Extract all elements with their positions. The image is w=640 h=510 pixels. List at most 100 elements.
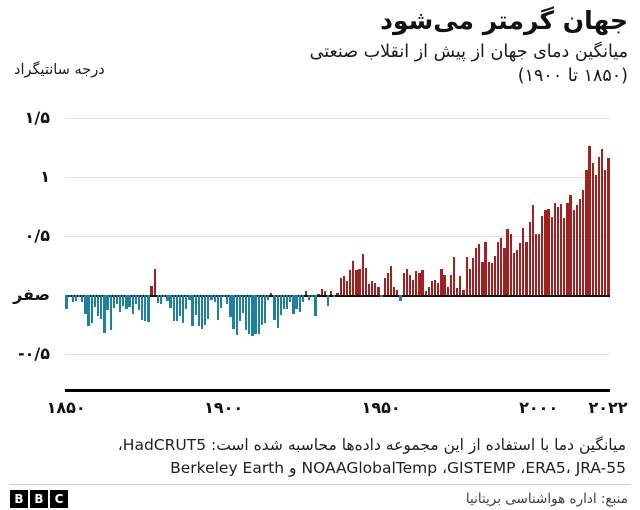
temperature-bar (358, 269, 361, 295)
temperature-bar (487, 261, 490, 295)
temperature-bar (405, 269, 408, 295)
temperature-bar (295, 295, 298, 310)
x-axis-tick-label: ۱۸۵۰ (46, 398, 86, 417)
temperature-bar (320, 289, 323, 295)
temperature-bar (71, 295, 74, 303)
temperature-bar (112, 295, 115, 308)
temperature-bar (137, 295, 141, 311)
temperature-bar (408, 274, 412, 295)
gridline (65, 236, 610, 237)
temperature-bar (515, 250, 519, 295)
temperature-bar (474, 247, 478, 295)
temperature-bar (311, 295, 314, 298)
x-axis-tick-label: ۲۰۰۰ (519, 398, 559, 417)
temperature-bar (118, 295, 122, 312)
temperature-bar (163, 295, 166, 298)
temperature-bar (560, 204, 563, 295)
source-attribution: منبع: اداره هواشناسی بریتانیا (465, 491, 628, 507)
temperature-bar (544, 210, 547, 295)
temperature-bar (282, 295, 286, 310)
temperature-bar (440, 269, 443, 295)
x-axis-tick-label: ۱۹۵۰ (361, 398, 401, 417)
temperature-bar (194, 295, 197, 316)
temperature-bar (547, 208, 550, 295)
temperature-bar (304, 291, 308, 295)
temperature-bar (443, 274, 446, 295)
temperature-bar (541, 215, 544, 295)
temperature-bar (106, 295, 109, 311)
temperature-bar (497, 241, 500, 295)
temperature-bar (396, 290, 399, 295)
temperature-bar (314, 295, 317, 317)
gridline (65, 118, 610, 119)
temperature-bar (200, 295, 204, 330)
temperature-bar (159, 295, 163, 305)
temperature-bar (317, 293, 320, 295)
temperature-bar (254, 295, 257, 334)
temperature-bar (245, 295, 248, 331)
temperature-bar (131, 295, 134, 314)
temperature-bar (144, 295, 147, 321)
temperature-bar (424, 291, 427, 295)
temperature-bar (537, 233, 541, 295)
temperature-bar (276, 295, 279, 329)
gridline (65, 354, 610, 355)
temperature-bar (326, 295, 330, 306)
temperature-bar (248, 295, 251, 334)
temperature-bar (182, 295, 185, 324)
x-axis-tick-labels: ۱۸۵۰ ۱۹۰۰ ۱۹۵۰ ۲۰۰۰ ۲۰۲۲ (47, 398, 628, 422)
temperature-bar (96, 295, 100, 317)
temperature-bar (471, 258, 475, 295)
footnote-line1: میانگین دما با استفاده از این مجموعه داد… (117, 436, 626, 454)
temperature-bar (500, 238, 503, 295)
temperature-bar (374, 283, 377, 295)
temperature-bar (226, 295, 229, 305)
zero-gridline (65, 295, 610, 297)
temperature-bar (84, 295, 87, 314)
temperature-bar (273, 295, 276, 320)
page-title: جهان گرمتر می‌شود (380, 6, 628, 35)
temperature-bar (600, 148, 604, 295)
y-axis-tick-label: ۰/۵ (24, 226, 50, 245)
temperature-bar (150, 285, 153, 295)
temperature-bar (364, 267, 367, 295)
footnote: میانگین دما با استفاده از این مجموعه داد… (14, 434, 626, 480)
temperature-bar (569, 194, 572, 295)
temperature-bar (519, 243, 522, 295)
temperature-bar (125, 295, 128, 310)
temperature-bar (383, 278, 386, 295)
temperature-bar (241, 295, 245, 313)
temperature-bar (292, 295, 295, 314)
temperature-bar (481, 261, 484, 295)
temperature-bar (446, 286, 449, 295)
temperature-bar (210, 295, 213, 300)
temperature-bar (597, 156, 601, 295)
temperature-bar (134, 295, 137, 305)
temperature-bar (578, 199, 582, 295)
temperature-bar (575, 205, 579, 295)
temperature-bar (175, 295, 178, 321)
temperature-bar (260, 295, 264, 325)
temperature-bar (582, 189, 585, 295)
temperature-bar (172, 295, 175, 321)
x-axis-tick-label: ۲۰۲۲ (588, 398, 628, 417)
temperature-bar (604, 169, 607, 295)
temperature-bar (415, 271, 418, 295)
temperature-bar (607, 158, 610, 295)
temperature-bar (270, 292, 273, 295)
temperature-bar (490, 263, 493, 295)
temperature-bar (563, 218, 566, 295)
temperature-bar (468, 269, 471, 295)
temperature-bar (128, 295, 131, 307)
temperature-bar (345, 280, 349, 295)
temperature-bar (380, 295, 383, 298)
temperature-bar (251, 295, 254, 337)
temperature-bar (185, 295, 188, 310)
footnote-line2: NOAAGlobalTemp ،GISTEMP ،ERA5، JRA-55 و … (170, 459, 626, 477)
temperature-bar (93, 295, 97, 307)
temperature-bar (421, 270, 424, 295)
temperature-bar (279, 295, 282, 316)
temperature-bar (522, 227, 525, 295)
temperature-bar (556, 206, 560, 295)
